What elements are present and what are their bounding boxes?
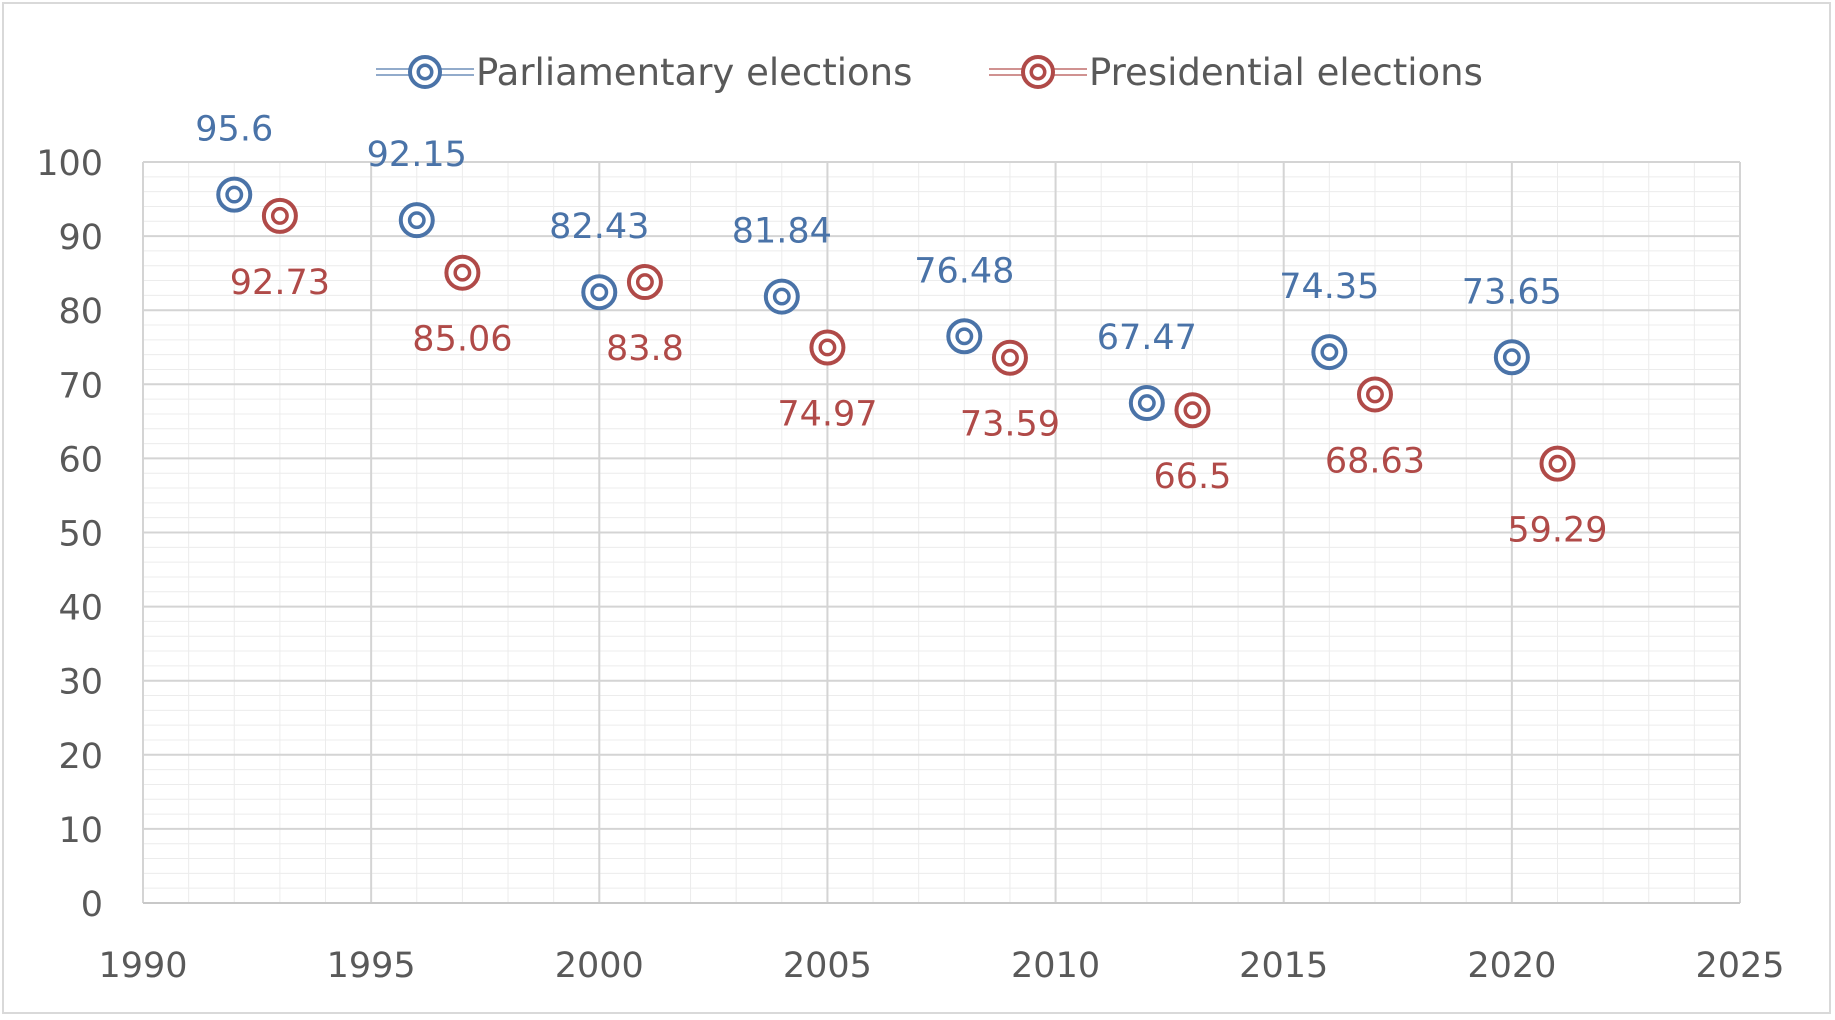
data-point-presidential <box>1539 445 1576 482</box>
x-tick-label: 2015 <box>1239 946 1328 986</box>
major-gridlines <box>142 161 1741 903</box>
tick-labels: 0 10 20 30 40 50 60 70 80 90 100 1990 1995 2000 2005 20… <box>36 144 1784 986</box>
y-tick-label: 10 <box>58 811 103 851</box>
x-tick-label: 1990 <box>98 946 187 986</box>
minor-gridlines <box>143 162 1740 903</box>
data-point-parliamentary <box>1311 334 1348 371</box>
x-tick-label: 1995 <box>327 946 416 986</box>
legend-marker-icon <box>1021 55 1055 89</box>
data-point-presidential <box>991 339 1028 376</box>
y-tick-label: 80 <box>58 292 103 332</box>
data-label-parliamentary: 74.35 <box>1279 267 1379 307</box>
data-label-parliamentary: 76.48 <box>914 251 1014 291</box>
x-tick-label: 2010 <box>1011 946 1100 986</box>
y-tick-label: 20 <box>58 737 103 777</box>
y-tick-label: 50 <box>58 515 103 555</box>
legend-item-parliamentary: Parliamentary elections <box>376 51 912 94</box>
x-tick-label: 2020 <box>1467 946 1556 986</box>
data-label-parliamentary: 67.47 <box>1097 318 1197 358</box>
data-point-presidential <box>444 254 481 291</box>
y-tick-label: 100 <box>36 144 103 184</box>
data-label-presidential: 68.63 <box>1325 441 1425 481</box>
data-label-parliamentary: 95.6 <box>195 110 273 150</box>
y-tick-label: 40 <box>58 589 103 629</box>
legend-label: Presidential elections <box>1089 51 1483 94</box>
legend: Parliamentary elections Presidential elec… <box>376 51 1483 94</box>
data-point-presidential <box>1356 376 1393 413</box>
data-label-parliamentary: 82.43 <box>549 207 649 247</box>
data-point-parliamentary <box>216 176 253 213</box>
data-label-presidential: 74.97 <box>777 394 877 434</box>
data-point-parliamentary <box>398 202 435 239</box>
data-label-parliamentary: 73.65 <box>1462 272 1562 312</box>
data-label-presidential: 92.73 <box>230 263 330 303</box>
x-tick-label: 2025 <box>1695 946 1784 986</box>
legend-marker-icon <box>408 55 442 89</box>
data-label-presidential: 85.06 <box>412 320 512 360</box>
y-tick-label: 60 <box>58 440 103 480</box>
data-label-presidential: 59.29 <box>1507 511 1607 551</box>
legend-label: Parliamentary elections <box>476 51 912 94</box>
y-tick-label: 90 <box>58 218 103 258</box>
data-point-parliamentary <box>581 274 618 311</box>
data-labels: 95.6 92.15 82.43 81.84 76.48 67.47 74.35 73.65 9… <box>195 110 1607 551</box>
data-point-presidential <box>809 329 846 366</box>
data-label-presidential: 83.8 <box>606 329 684 369</box>
data-point-parliamentary <box>1128 385 1165 422</box>
election-turnout-chart: 0 10 20 30 40 50 60 70 80 90 100 1990 1995 2000 2005 20… <box>36 51 1784 986</box>
legend-item-presidential: Presidential elections <box>989 51 1483 94</box>
data-marks <box>216 176 1576 482</box>
x-tick-label: 2005 <box>783 946 872 986</box>
data-point-presidential <box>626 264 663 301</box>
y-tick-label: 30 <box>58 663 103 703</box>
y-tick-label: 70 <box>58 366 103 406</box>
data-label-presidential: 66.5 <box>1153 457 1231 497</box>
data-point-presidential <box>1174 392 1211 429</box>
data-point-parliamentary <box>763 278 800 315</box>
data-point-parliamentary <box>1493 339 1530 376</box>
x-tick-label: 2000 <box>555 946 644 986</box>
y-tick-label: 0 <box>81 885 103 925</box>
data-point-parliamentary <box>946 318 983 355</box>
data-label-parliamentary: 92.15 <box>367 135 467 175</box>
data-label-presidential: 73.59 <box>960 405 1060 445</box>
data-label-parliamentary: 81.84 <box>732 212 832 252</box>
data-point-presidential <box>261 197 298 234</box>
